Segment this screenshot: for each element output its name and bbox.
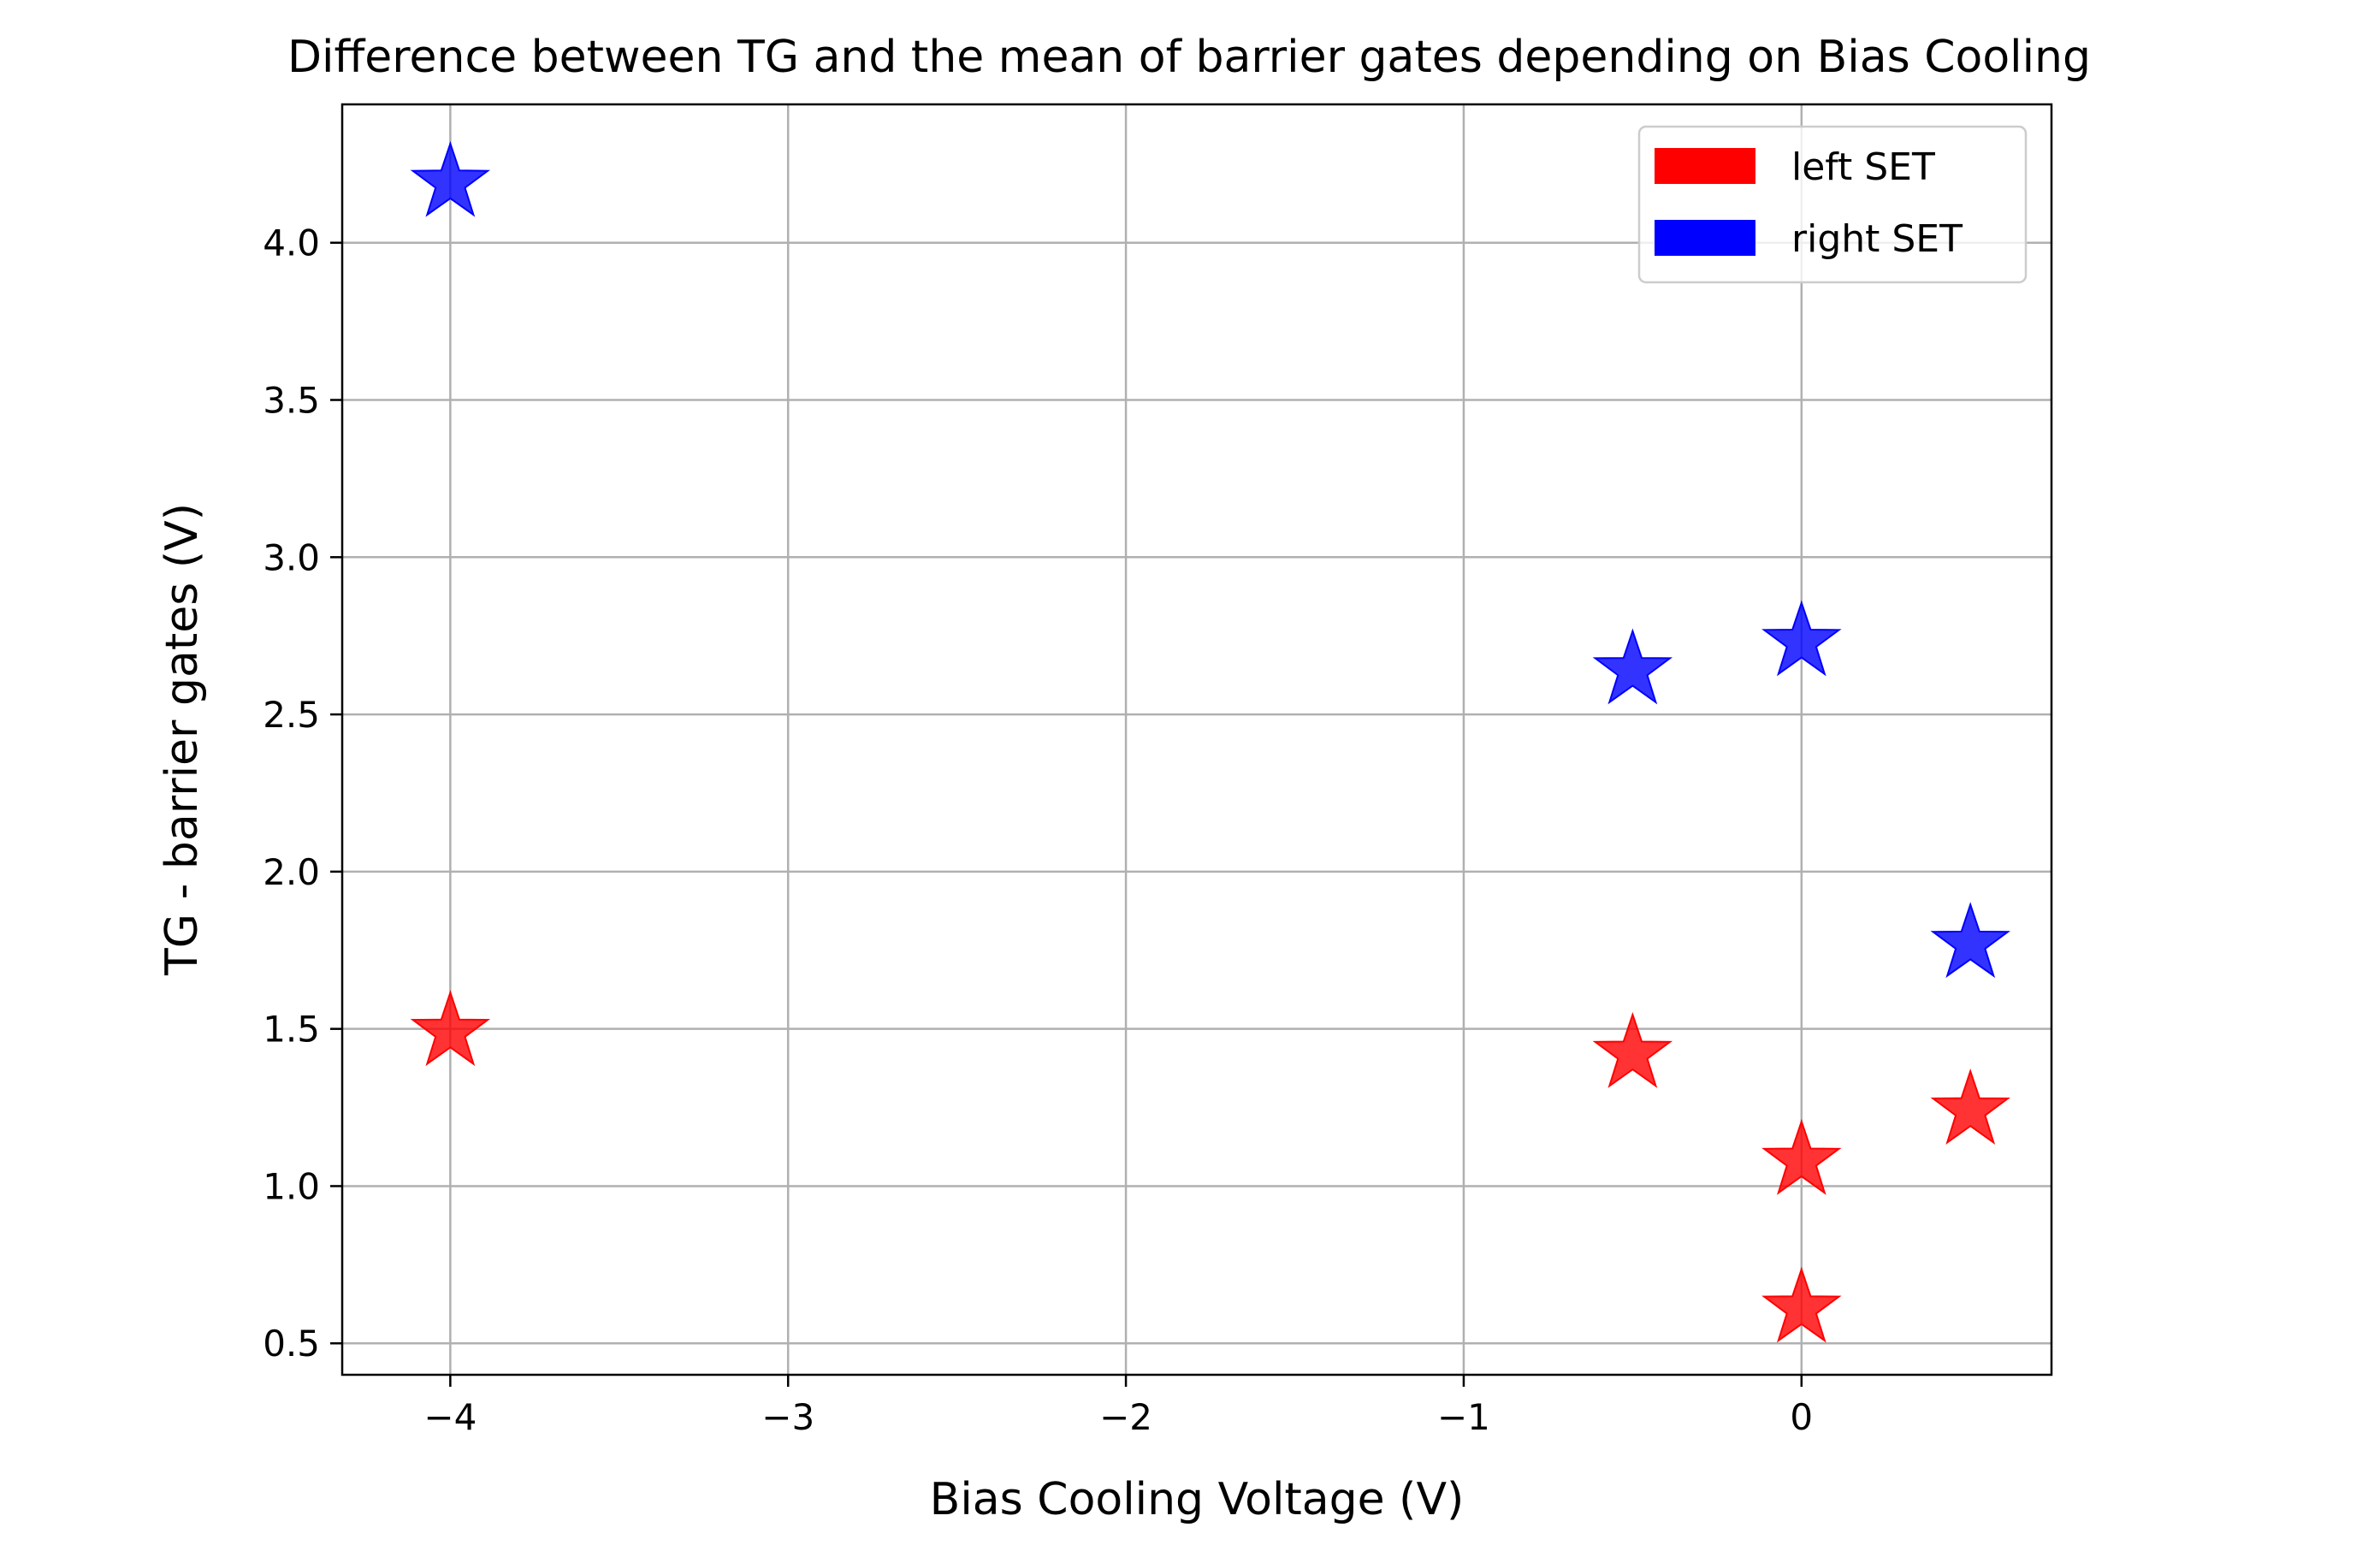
x-tick-label: −1: [1437, 1396, 1490, 1438]
x-tick-label: −3: [761, 1396, 814, 1438]
y-tick-label: 3.0: [263, 536, 320, 578]
y-tick-label: 3.5: [263, 380, 320, 422]
legend-swatch-right-set: [1655, 220, 1755, 256]
y-tick-label: 4.0: [263, 222, 320, 264]
grid-lines: [342, 104, 2051, 1375]
point-left-set: [1761, 1118, 1842, 1195]
point-right-set: [1761, 600, 1842, 677]
y-tick-label: 2.0: [263, 851, 320, 893]
chart-title: Difference between TG and the mean of ba…: [287, 32, 2091, 83]
legend-label-right-set: right SET: [1791, 217, 1963, 261]
axis-ticks: −4 −3 −2 −1 0 0.5 1.0 1.5 2.0 2.5 3.0 3.5 4.0: [263, 222, 1813, 1438]
y-tick-label: 1.5: [263, 1009, 320, 1051]
legend: left SET right SET: [1637, 125, 2028, 284]
x-tick-label: 0: [1790, 1396, 1813, 1438]
point-left-set: [1930, 1069, 2010, 1146]
point-right-set: [1592, 628, 1673, 705]
data-points: [410, 140, 2010, 1343]
legend-swatch-left-set: [1655, 148, 1755, 184]
point-left-set: [1592, 1011, 1673, 1088]
x-tick-label: −4: [423, 1396, 477, 1438]
point-left-set: [410, 990, 491, 1067]
x-tick-label: −2: [1099, 1396, 1152, 1438]
point-right-set: [410, 140, 491, 217]
plot-frame: [340, 103, 2053, 1376]
point-left-set: [1761, 1266, 1842, 1343]
point-right-set: [1930, 902, 2010, 979]
x-axis-label: Bias Cooling Voltage (V): [930, 1474, 1465, 1525]
y-axis-label: TG - barrier gates (V): [157, 503, 208, 976]
y-tick-label: 0.5: [263, 1323, 320, 1365]
y-tick-label: 2.5: [263, 694, 320, 736]
legend-label-left-set: left SET: [1791, 145, 1935, 189]
y-tick-label: 1.0: [263, 1165, 320, 1207]
